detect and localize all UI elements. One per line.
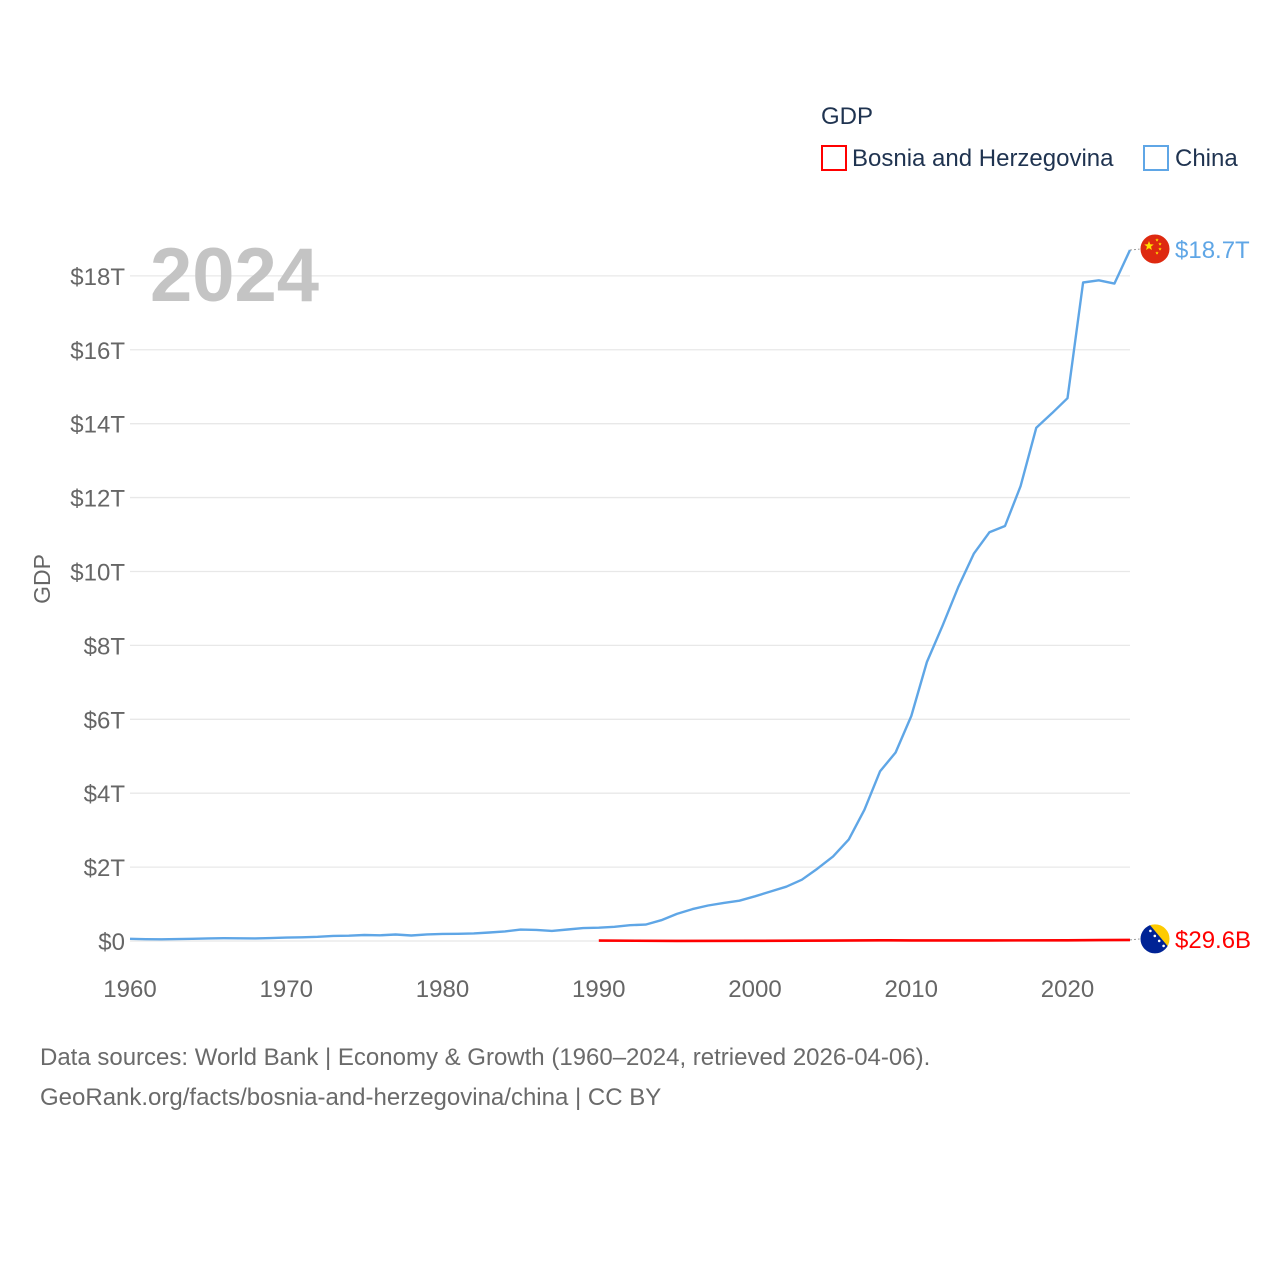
y-tick-label: $8T: [84, 633, 126, 660]
footer-attribution: GeoRank.org/facts/bosnia-and-herzegovina…: [40, 1084, 662, 1111]
x-tick-label: 1990: [572, 976, 625, 1003]
series-lines: [129, 249, 1132, 943]
y-tick-label: $4T: [84, 781, 126, 808]
legend-item-bosnia-and-herzegovina[interactable]: Bosnia and Herzegovina: [821, 145, 1114, 172]
series-line-bosnia-and-herzegovina: [598, 938, 1131, 943]
y-tick-label: $12T: [70, 486, 125, 513]
y-tick-label: $14T: [70, 412, 125, 439]
y-tick-label: $10T: [70, 559, 125, 586]
legend-label-china: China: [1175, 145, 1238, 172]
end-value-label-bosnia-and-herzegovina: $29.6B: [1175, 927, 1251, 954]
y-tick-label: $6T: [84, 707, 126, 734]
series-line-china: [129, 249, 1132, 941]
bosnia-and-herzegovina-flag-icon: [1139, 923, 1171, 955]
y-tick-label: $16T: [70, 338, 125, 365]
y-axis: $0 $2T $4T $6T $8T $10T $12T $14T $16T $18T: [70, 264, 125, 956]
y-axis-title: GDP: [29, 554, 55, 604]
x-tick-label: 1980: [416, 976, 469, 1003]
legend-item-china[interactable]: China: [1143, 145, 1238, 172]
x-tick-label: 1960: [103, 976, 156, 1003]
legend: GDP Bosnia and Herzegovina China: [821, 103, 1238, 172]
x-tick-label: 1970: [260, 976, 313, 1003]
x-tick-label: 2020: [1041, 976, 1094, 1003]
x-tick-label: 2000: [728, 976, 781, 1003]
legend-swatch-china: [1143, 145, 1169, 171]
x-axis: 1960 1970 1980 1990 2000 2010 2020: [103, 976, 1094, 1003]
year-label: 2024: [150, 233, 319, 318]
legend-label-bosnia-and-herzegovina: Bosnia and Herzegovina: [852, 145, 1114, 172]
series-end-markers: $29.6B $18.7T: [1129, 233, 1251, 955]
end-connector: [1129, 248, 1142, 251]
y-tick-label: $0: [98, 929, 125, 956]
end-value-label-china: $18.7T: [1175, 237, 1250, 264]
end-connector: [1129, 938, 1142, 941]
y-gridlines: [130, 275, 1130, 942]
legend-title: GDP: [821, 103, 873, 130]
y-tick-label: $18T: [70, 264, 125, 291]
legend-swatch-bosnia-and-herzegovina: [821, 145, 847, 171]
x-tick-label: 2010: [885, 976, 938, 1003]
china-flag-icon: [1139, 233, 1171, 265]
y-tick-label: $2T: [84, 855, 126, 882]
footer-sources: Data sources: World Bank | Economy & Gro…: [40, 1044, 931, 1071]
